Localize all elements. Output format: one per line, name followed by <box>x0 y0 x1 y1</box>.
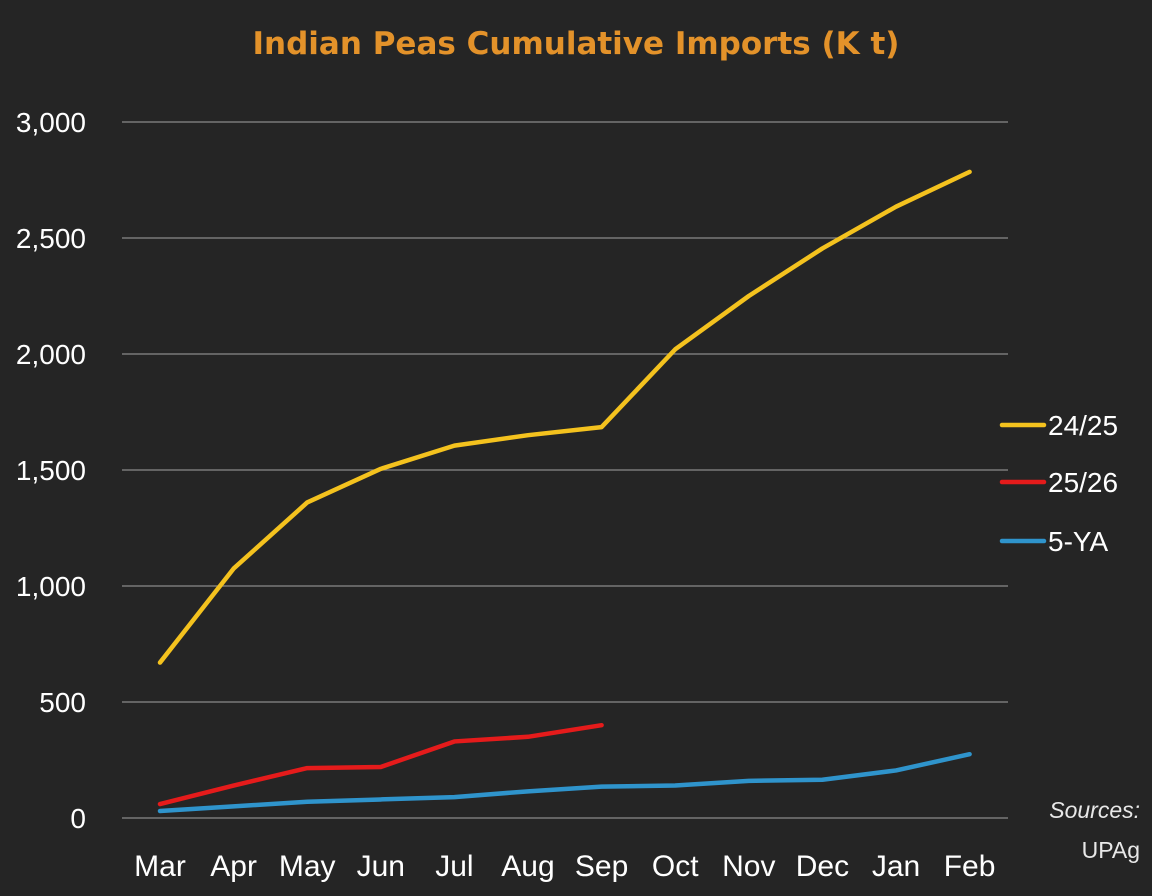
chart-title: Indian Peas Cumulative Imports (K t) <box>253 26 900 62</box>
y-axis-tick-labels: 0 500 1,000 1,500 2,000 2,500 3,000 <box>16 107 86 834</box>
series-line-5-ya <box>157 751 972 814</box>
y-tick-label: 0 <box>70 803 86 834</box>
x-tick-label: Dec <box>796 850 849 883</box>
x-axis-tick-labels: Mar Apr May Jun Jul Aug Sep Oct Nov Dec Jan Feb <box>134 850 995 883</box>
source-note: Sources: UPAg <box>1049 797 1140 863</box>
x-tick-label: Apr <box>210 850 257 883</box>
y-tick-label: 500 <box>39 687 86 718</box>
y-tick-label: 2,500 <box>16 223 86 254</box>
x-tick-label: Jan <box>872 850 920 883</box>
legend-label: 5-YA <box>1048 526 1108 557</box>
legend-label: 24/25 <box>1048 410 1118 441</box>
x-tick-label: Feb <box>944 850 996 883</box>
series-lines <box>157 169 972 814</box>
source-label: Sources: <box>1049 797 1140 823</box>
x-tick-label: May <box>279 850 336 883</box>
x-tick-label: Mar <box>134 850 186 883</box>
x-tick-label: Jun <box>357 850 405 883</box>
y-tick-label: 1,000 <box>16 571 86 602</box>
x-tick-label: Oct <box>652 850 699 883</box>
x-tick-label: Jul <box>435 850 473 883</box>
y-tick-label: 3,000 <box>16 107 86 138</box>
series-line-24-25 <box>157 169 972 665</box>
legend-label: 25/26 <box>1048 467 1118 498</box>
series-line-25-26 <box>157 722 604 807</box>
source-name: UPAg <box>1082 837 1140 863</box>
x-tick-label: Nov <box>722 850 775 883</box>
legend: 24/25 25/26 5-YA <box>999 410 1118 557</box>
y-tick-label: 1,500 <box>16 455 86 486</box>
x-tick-label: Aug <box>501 850 554 883</box>
x-tick-label: Sep <box>575 850 628 883</box>
gridlines <box>122 121 1008 819</box>
y-tick-label: 2,000 <box>16 339 86 370</box>
